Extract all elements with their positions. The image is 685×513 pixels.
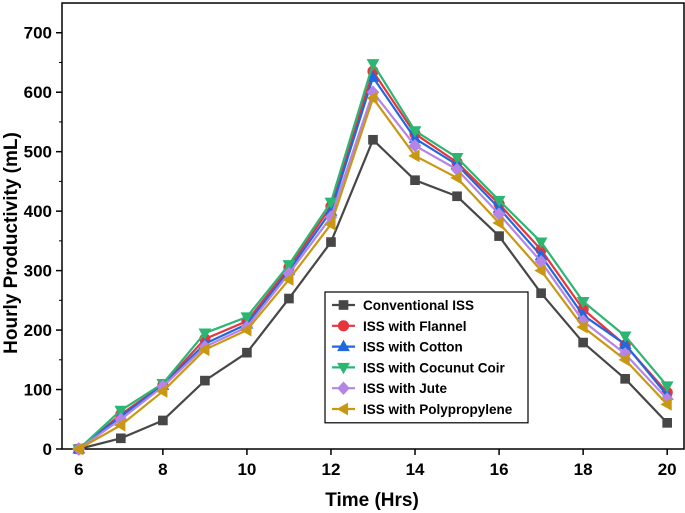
series-layer [72,59,674,456]
data-point [660,397,672,411]
data-point [116,433,126,444]
legend-label: ISS with Polypropylene [363,402,513,417]
data-point [324,217,336,231]
data-point [326,237,336,247]
x-tick-label: 20 [658,460,677,479]
y-tick-label: 200 [24,321,52,340]
data-point [410,175,420,186]
data-point [492,195,506,208]
y-tick-label: 400 [24,202,52,221]
data-point [198,328,212,340]
legend: Conventional ISS ISS with Flannel ISS with… [324,291,529,424]
data-point [282,260,296,272]
legend-box [324,291,529,424]
data-point [450,153,464,165]
y-tick-label: 700 [24,24,52,43]
data-point [282,273,294,286]
x-tick-label: 14 [406,460,425,479]
legend-label: ISS with Flannel [363,319,467,334]
legend-label: ISS with Cotton [363,340,463,355]
data-point [198,343,210,357]
y-tick-label: 100 [24,381,52,400]
data-point [578,337,588,348]
x-axis-label: Time (Hrs) [325,490,419,511]
data-point [240,323,252,337]
x-tick-label: 10 [237,460,256,479]
data-point [72,442,84,456]
data-point [576,320,588,334]
data-point [368,134,378,145]
legend-marker [336,402,349,416]
x-tick-label: 16 [490,460,509,479]
legend-marker [338,300,349,310]
legend-marker [337,339,350,352]
legend-label: ISS with Cocunut Coir [363,360,505,375]
legend-marker [337,362,350,375]
data-point [284,293,294,304]
x-tick-label: 6 [74,460,83,479]
data-point [114,405,128,418]
y-axis-label: Hourly Productivity (mL) [1,132,22,354]
y-tick-label: 300 [24,262,52,281]
data-point [366,59,380,71]
data-point [492,216,504,230]
data-point [158,415,168,426]
series-0 [73,134,673,454]
data-point [452,191,462,202]
series-5 [72,91,672,456]
data-point [408,126,422,138]
series-3 [72,59,674,456]
data-point [660,381,674,393]
legend-marker [337,381,350,396]
data-point [408,138,422,153]
data-point [618,331,632,343]
y-tick-label: 500 [24,143,52,162]
legend-label: ISS with Jute [363,381,448,396]
data-point [240,312,254,324]
data-point [242,347,252,358]
legend-label: Conventional ISS [363,298,474,313]
x-tick-label: 8 [158,460,167,479]
data-point [324,197,338,210]
data-point [156,384,168,398]
y-tick-label: 0 [43,440,52,459]
data-point [620,374,630,384]
x-tick-label: 12 [322,460,341,479]
data-point [662,418,673,428]
x-tick-label: 18 [574,460,593,479]
data-point [200,375,210,386]
data-point [536,288,546,299]
legend-marker [337,320,350,332]
data-point [408,149,420,163]
data-point [534,264,546,278]
data-point [534,237,548,249]
y-tick-label: 600 [24,83,52,102]
data-point [450,171,462,185]
data-point [618,353,630,367]
data-point [114,418,126,432]
data-point [366,91,378,105]
data-point [494,231,504,241]
plot-frame [61,2,685,450]
data-point [576,296,590,309]
